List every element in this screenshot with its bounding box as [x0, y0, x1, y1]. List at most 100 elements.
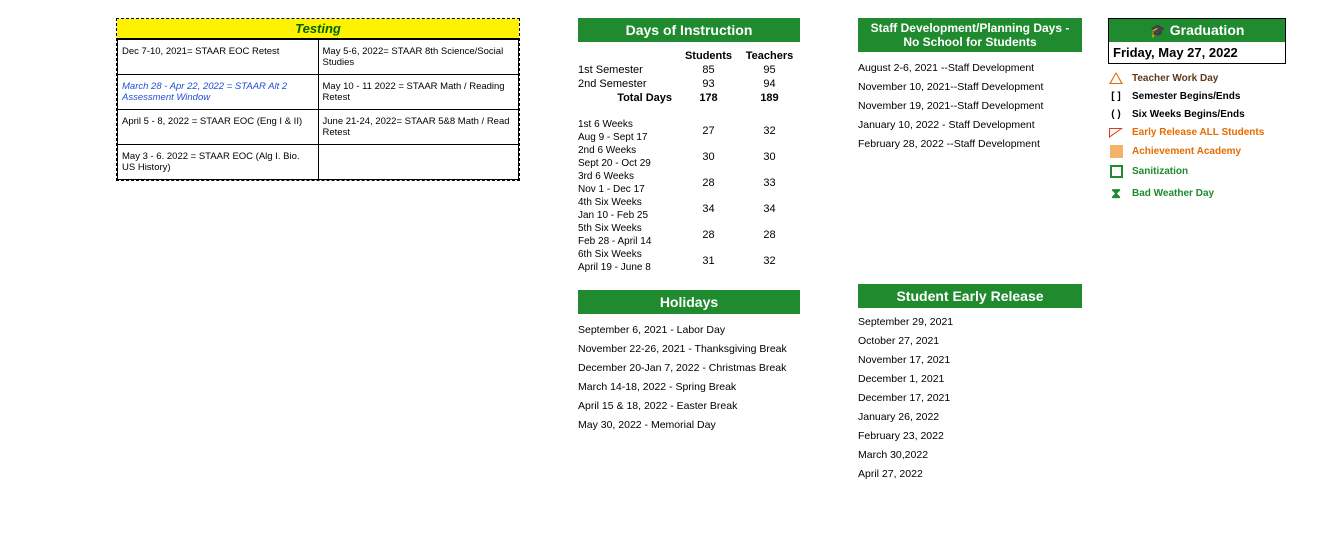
list-item: November 17, 2021	[858, 354, 1082, 366]
graduation-box: 🎓Graduation Friday, May 27, 2022	[1108, 18, 1286, 64]
testing-cell: May 10 - 11 2022 = STAAR Math / Reading …	[318, 75, 519, 110]
cell: 31	[678, 255, 739, 267]
six-weeks-row: 4th Six Weeks Jan 10 - Feb 25 34 34	[578, 196, 800, 222]
legend-semester: [ ] Semester Begins/Ends	[1108, 91, 1286, 102]
cell: 32	[739, 255, 800, 267]
cell: 27	[678, 125, 739, 137]
days-header: Students Teachers	[578, 50, 800, 62]
table-row: May 3 - 6. 2022 = STAAR EOC (Alg I. Bio.…	[118, 145, 519, 180]
six-weeks-row: 5th Six Weeks Feb 28 - April 14 28 28	[578, 222, 800, 248]
sw-range: Nov 1 - Dec 17	[578, 183, 678, 196]
list-item: September 6, 2021 - Labor Day	[578, 324, 800, 336]
legend-early-release: Early Release ALL Students	[1108, 127, 1286, 138]
sw-range: Sept 20 - Oct 29	[578, 157, 678, 170]
legend-label: Bad Weather Day	[1132, 188, 1214, 199]
square-icon	[1108, 145, 1124, 158]
sw-name: 2nd 6 Weeks	[578, 144, 678, 157]
list-item: January 10, 2022 - Staff Development	[858, 119, 1082, 131]
list-item: December 20-Jan 7, 2022 - Christmas Brea…	[578, 362, 800, 374]
legend-sanitization: Sanitization	[1108, 165, 1286, 178]
cell: 33	[739, 177, 800, 189]
sw-name: 6th Six Weeks	[578, 248, 678, 261]
list-item: December 17, 2021	[858, 392, 1082, 404]
list-item: March 30,2022	[858, 449, 1082, 461]
cell: 178	[678, 92, 739, 104]
sw-range: Jan 10 - Feb 25	[578, 209, 678, 222]
triangle-icon	[1108, 72, 1124, 84]
col-teachers: Teachers	[739, 50, 800, 62]
cell: 95	[739, 64, 800, 76]
cell: 93	[678, 78, 739, 90]
table-row: March 28 - Apr 22, 2022 = STAAR Alt 2 As…	[118, 75, 519, 110]
legend-column: 🎓Graduation Friday, May 27, 2022 Teacher…	[1108, 18, 1286, 209]
list-item: November 22-26, 2021 - Thanksgiving Brea…	[578, 343, 800, 355]
testing-table: Dec 7-10, 2021= STAAR EOC Retest May 5-6…	[117, 39, 519, 180]
six-weeks-row: 2nd 6 Weeks Sept 20 - Oct 29 30 30	[578, 144, 800, 170]
list-item: February 23, 2022	[858, 430, 1082, 442]
list-item: April 15 & 18, 2022 - Easter Break	[578, 400, 800, 412]
six-weeks-row: 6th Six Weeks April 19 - June 8 31 32	[578, 248, 800, 274]
days-row: 2nd Semester 93 94	[578, 78, 800, 90]
sw-name: 1st 6 Weeks	[578, 118, 678, 131]
grad-title-text: Graduation	[1170, 22, 1245, 38]
list-item: May 30, 2022 - Memorial Day	[578, 419, 800, 431]
list-item: September 29, 2021	[858, 316, 1082, 328]
testing-cell: April 5 - 8, 2022 = STAAR EOC (Eng I & I…	[118, 110, 319, 145]
six-weeks-block: 1st 6 Weeks Aug 9 - Sept 17 27 32 2nd 6 …	[578, 118, 800, 274]
semester-label: 2nd Semester	[578, 78, 678, 90]
list-item: August 2-6, 2021 --Staff Development	[858, 62, 1082, 74]
days-column: Days of Instruction Students Teachers 1s…	[578, 18, 800, 438]
testing-cell: March 28 - Apr 22, 2022 = STAAR Alt 2 As…	[118, 75, 319, 110]
list-item: November 19, 2021--Staff Development	[858, 100, 1082, 112]
cell: 28	[678, 229, 739, 241]
bracket-icon: [ ]	[1108, 91, 1124, 102]
cell: 34	[739, 203, 800, 215]
staff-column: Staff Development/Planning Days - No Sch…	[858, 18, 1082, 157]
early-release-list: September 29, 2021 October 27, 2021 Nove…	[858, 316, 1082, 480]
testing-cell: Dec 7-10, 2021= STAAR EOC Retest	[118, 40, 319, 75]
table-row: April 5 - 8, 2022 = STAAR EOC (Eng I & I…	[118, 110, 519, 145]
legend-achievement: Achievement Academy	[1108, 145, 1286, 158]
legend-six-weeks: ( ) Six Weeks Begins/Ends	[1108, 109, 1286, 120]
legend-list: Teacher Work Day [ ] Semester Begins/End…	[1108, 72, 1286, 202]
legend-label: Achievement Academy	[1132, 146, 1241, 157]
holidays-title: Holidays	[578, 290, 800, 314]
six-weeks-row: 1st 6 Weeks Aug 9 - Sept 17 27 32	[578, 118, 800, 144]
list-item: November 10, 2021--Staff Development	[858, 81, 1082, 93]
legend-label: Six Weeks Begins/Ends	[1132, 109, 1245, 120]
cell: 94	[739, 78, 800, 90]
col-students: Students	[678, 50, 739, 62]
days-total-row: Total Days 178 189	[578, 92, 800, 104]
semester-label: 1st Semester	[578, 64, 678, 76]
sw-range: Aug 9 - Sept 17	[578, 131, 678, 144]
cell: 34	[678, 203, 739, 215]
cell: 85	[678, 64, 739, 76]
legend-teacher-work-day: Teacher Work Day	[1108, 72, 1286, 84]
early-release-title: Student Early Release	[858, 284, 1082, 308]
cell: 189	[739, 92, 800, 104]
legend-label: Semester Begins/Ends	[1132, 91, 1240, 102]
list-item: March 14-18, 2022 - Spring Break	[578, 381, 800, 393]
cell: 32	[739, 125, 800, 137]
testing-cell	[318, 145, 519, 180]
sw-name: 5th Six Weeks	[578, 222, 678, 235]
testing-cell: May 5-6, 2022= STAAR 8th Science/Social …	[318, 40, 519, 75]
legend-label: Early Release ALL Students	[1132, 127, 1264, 138]
testing-section: Testing Dec 7-10, 2021= STAAR EOC Retest…	[116, 18, 520, 181]
flag-icon	[1108, 128, 1124, 138]
testing-cell: May 3 - 6. 2022 = STAAR EOC (Alg I. Bio.…	[118, 145, 319, 180]
cell: 28	[678, 177, 739, 189]
list-item: April 27, 2022	[858, 468, 1082, 480]
holidays-list: September 6, 2021 - Labor Day November 2…	[578, 324, 800, 431]
sw-range: April 19 - June 8	[578, 261, 678, 274]
legend-label: Sanitization	[1132, 166, 1188, 177]
sw-range: Feb 28 - April 14	[578, 235, 678, 248]
graduation-date: Friday, May 27, 2022	[1109, 42, 1285, 63]
days-title: Days of Instruction	[578, 18, 800, 42]
legend-bad-weather: ⧗ Bad Weather Day	[1108, 185, 1286, 202]
six-weeks-row: 3rd 6 Weeks Nov 1 - Dec 17 28 33	[578, 170, 800, 196]
testing-title: Testing	[117, 19, 519, 39]
testing-cell: June 21-24, 2022= STAAR 5&8 Math / Read …	[318, 110, 519, 145]
testing-box: Testing Dec 7-10, 2021= STAAR EOC Retest…	[116, 18, 520, 181]
early-release-column: Student Early Release September 29, 2021…	[858, 284, 1082, 487]
